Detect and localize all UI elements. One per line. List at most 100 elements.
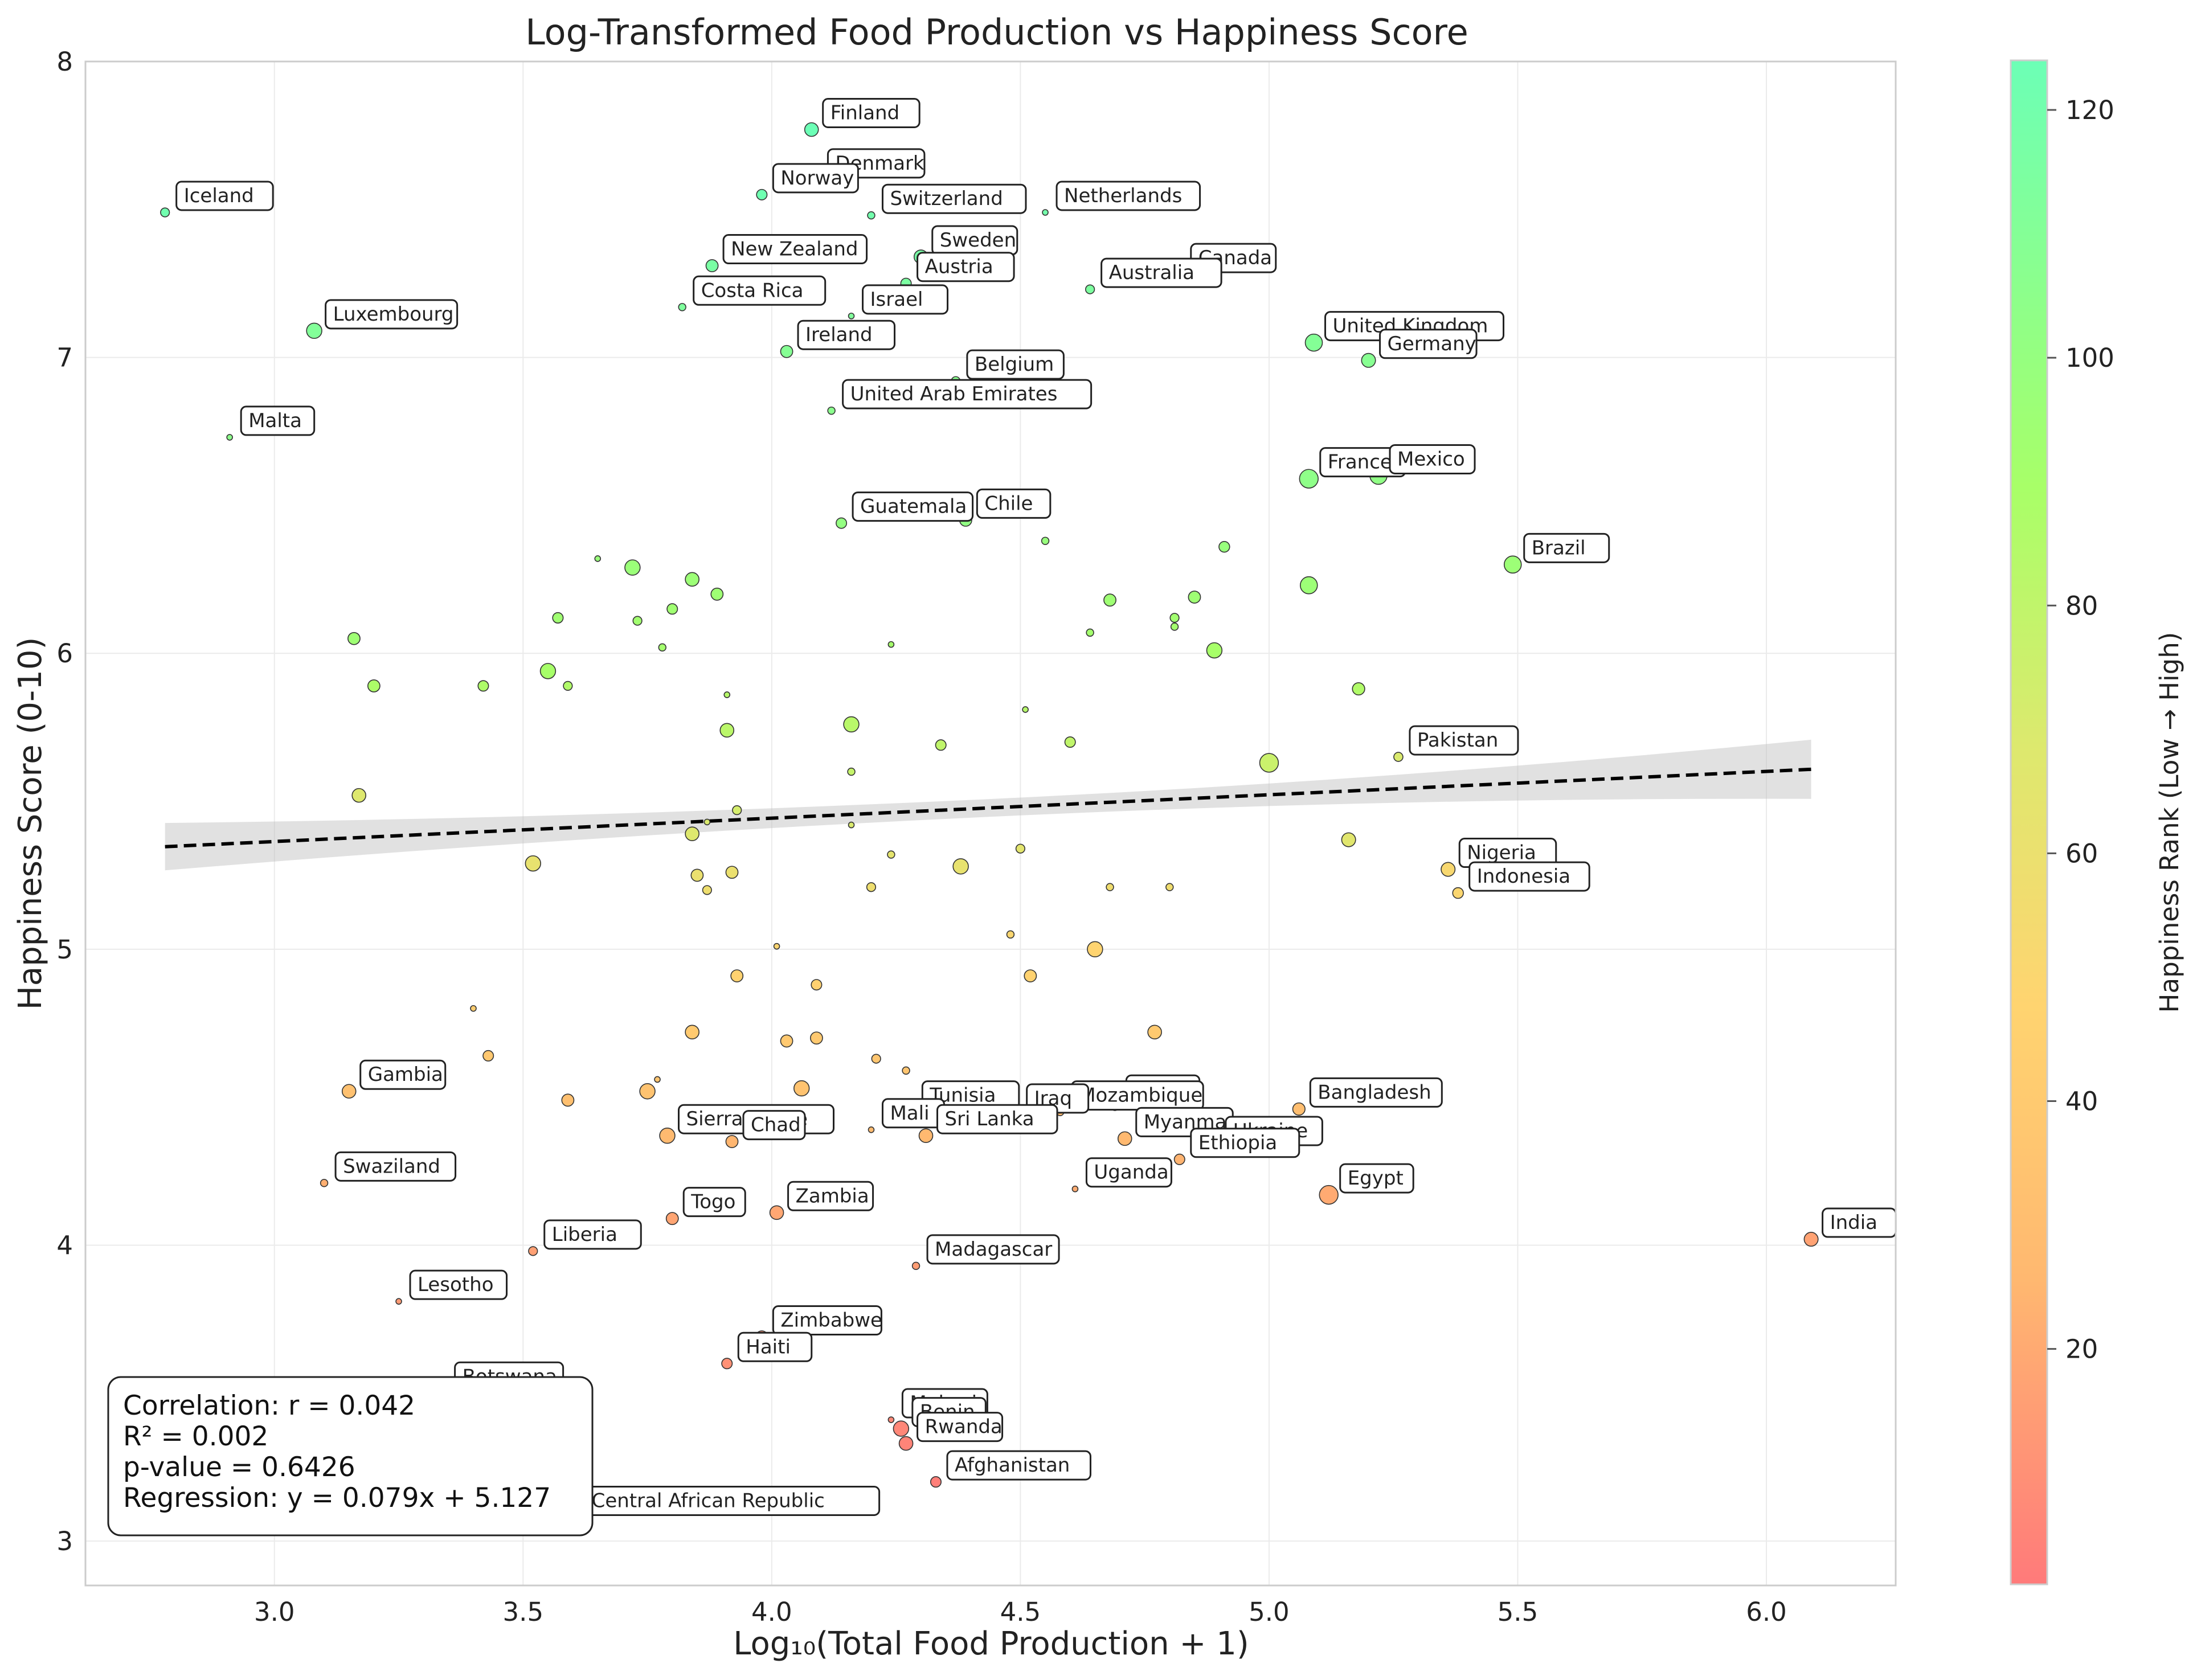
data-point [1218, 540, 1230, 553]
point-label-box [976, 488, 1052, 519]
point-label: Swaziland [334, 1151, 457, 1182]
data-point [351, 788, 366, 803]
data-point [804, 122, 819, 137]
data-point [160, 207, 170, 218]
point-label-text: Brazil [1532, 536, 1586, 559]
data-point [1803, 1232, 1819, 1247]
data-point [902, 1066, 910, 1075]
colorbar-tick-label: 80 [2065, 591, 2098, 621]
data-point [866, 882, 877, 892]
point-label-text: New Zealand [731, 238, 858, 261]
data-point [685, 1025, 699, 1040]
data-point [1361, 353, 1376, 368]
colorbar-tick-label: 20 [2065, 1334, 2098, 1365]
point-label-box [742, 1110, 806, 1141]
data-point [528, 1246, 538, 1256]
point-label-text: Nigeria [1467, 842, 1536, 864]
x-tick-label: 4.0 [751, 1597, 792, 1627]
data-point [1106, 883, 1114, 891]
point-label: Malta [240, 405, 316, 436]
point-label-box [543, 1219, 642, 1250]
point-label-box [1056, 181, 1201, 211]
data-point [624, 559, 641, 576]
data-point [1071, 1185, 1079, 1193]
confidence-band-area [165, 739, 1811, 871]
point-label-box [881, 183, 1027, 214]
y-tick-label: 4 [56, 1230, 73, 1260]
point-label-text: Lesotho [418, 1273, 493, 1296]
data-point [1352, 682, 1365, 696]
data-point [848, 313, 855, 319]
data-point [725, 1135, 739, 1148]
data-point [719, 723, 735, 738]
point-label: Lesotho [409, 1269, 508, 1300]
point-label: Belgium [966, 349, 1065, 380]
regression-line-path [165, 767, 1811, 849]
data-point [539, 663, 557, 679]
data-point [1341, 832, 1356, 847]
data-point [1086, 628, 1094, 637]
colorbar-gradient [2010, 59, 2048, 1585]
data-point [1087, 941, 1103, 958]
point-label-box [772, 1305, 882, 1336]
point-label-box [926, 1234, 1060, 1265]
stats-box: Correlation: r = 0.042 R² = 0.002 p-valu… [107, 1376, 594, 1536]
point-label-text: Germany [1388, 333, 1476, 355]
point-label: Guatemala [852, 491, 974, 522]
data-point [561, 1093, 575, 1107]
point-label-box [1523, 532, 1610, 563]
point-label: Egypt [1339, 1163, 1414, 1194]
point-label-text: Egypt [1348, 1167, 1404, 1190]
plot-frame [84, 60, 1897, 1587]
point-label: Madagascar [926, 1234, 1060, 1265]
data-point [1147, 1025, 1162, 1040]
stats-line-regression: Regression: y = 0.079x + 5.127 [123, 1482, 551, 1514]
point-label-text: Mexico [1397, 448, 1465, 470]
point-label: Brazil [1523, 532, 1610, 563]
data-point [666, 603, 678, 615]
point-label: Australia [1100, 257, 1222, 288]
point-label: Tunisia [921, 1080, 1020, 1111]
point-label: Gambia [359, 1059, 447, 1090]
point-label-box [946, 1450, 1091, 1481]
point-label: Luxembourg [325, 299, 459, 330]
stats-line-correlation: Correlation: r = 0.042 [123, 1390, 415, 1421]
stats-line-r-squared: R² = 0.002 [123, 1421, 268, 1452]
data-point [563, 681, 573, 691]
point-label: Central African Republic [583, 1485, 881, 1516]
data-point [1006, 930, 1015, 939]
point-label-text: Afghanistan [955, 1454, 1070, 1477]
point-label: Finland [822, 98, 921, 129]
point-label: Mali [881, 1098, 945, 1129]
data-point [1085, 284, 1095, 294]
point-label-text: Gambia [368, 1063, 443, 1086]
data-point [867, 211, 876, 220]
point-label: Bangladesh [1309, 1077, 1443, 1108]
point-label: Sri Lanka [936, 1104, 1058, 1134]
data-point [320, 1179, 329, 1187]
data-point [702, 885, 712, 895]
data-point [1259, 753, 1279, 773]
x-axis-title: Log₁₀(Total Food Production + 1) [733, 1625, 1249, 1662]
data-point [632, 616, 643, 626]
data-point [952, 858, 969, 875]
y-tick-label: 8 [56, 47, 73, 77]
data-point [868, 1126, 875, 1133]
point-label-box [359, 1059, 447, 1090]
data-point [911, 1261, 921, 1271]
x-tick-label: 3.5 [503, 1597, 544, 1627]
data-point [935, 739, 947, 751]
data-point [1015, 843, 1025, 854]
data-points [160, 122, 1819, 1522]
point-label: Indonesia [1468, 861, 1590, 892]
point-label: Haiti [737, 1331, 813, 1362]
point-label: Chad [742, 1110, 806, 1141]
data-point [1042, 209, 1049, 216]
point-label-box [334, 1151, 457, 1182]
point-label-text: Haiti [746, 1335, 791, 1358]
data-point [756, 189, 768, 200]
point-label-box [822, 98, 921, 129]
point-label: Myanmar [1135, 1107, 1235, 1137]
point-label-box [682, 1187, 746, 1218]
